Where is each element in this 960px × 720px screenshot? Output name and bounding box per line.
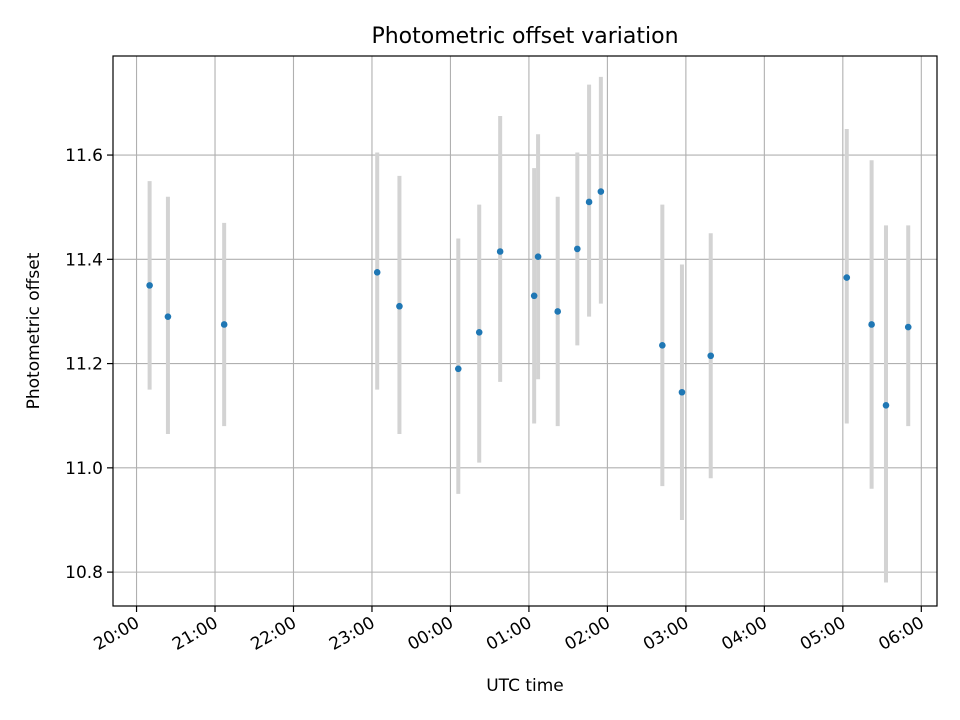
plot-frame <box>112 55 938 607</box>
data-point <box>707 352 715 360</box>
data-point <box>496 248 504 255</box>
x-tick-label: 05:00 <box>797 613 849 655</box>
x-tick-label: 00:00 <box>405 613 457 655</box>
y-tick-label: 10.8 <box>65 563 103 583</box>
grid <box>113 56 937 606</box>
data-point <box>597 188 605 195</box>
data-point <box>843 274 851 281</box>
data-point <box>904 323 912 331</box>
data-point <box>146 282 153 289</box>
y-tick-label: 11.0 <box>65 459 103 479</box>
data-point <box>220 321 228 328</box>
x-tick-label: 04:00 <box>718 613 770 655</box>
data-point <box>868 321 875 328</box>
data-point <box>164 313 172 320</box>
x-tick-label: 01:00 <box>483 613 535 655</box>
data-point <box>882 401 890 409</box>
data-point <box>574 245 581 253</box>
chart-title: Photometric offset variation <box>371 24 678 49</box>
x-tick-label: 23:00 <box>326 613 378 655</box>
y-axis-label: Photometric offset <box>24 252 44 409</box>
data-point <box>554 308 561 315</box>
y-tick-label: 11.4 <box>65 250 103 270</box>
data-point <box>659 342 666 349</box>
x-tick-label: 02:00 <box>561 613 613 655</box>
data-point <box>585 198 593 206</box>
x-tick-label: 20:00 <box>91 613 143 655</box>
x-tick-label: 03:00 <box>640 613 692 655</box>
y-tick-label: 11.6 <box>65 146 103 166</box>
x-tick-label: 21:00 <box>169 613 221 655</box>
x-tick-label: 06:00 <box>875 613 927 655</box>
x-axis-label: UTC time <box>486 676 564 696</box>
data-point <box>530 292 538 300</box>
y-tick-label: 11.2 <box>65 355 103 375</box>
data-point <box>373 269 381 276</box>
data-point <box>534 253 542 261</box>
data-point <box>454 365 462 373</box>
data-point <box>396 302 403 310</box>
data-points <box>146 188 912 409</box>
data-point <box>678 388 686 396</box>
x-tick-label: 22:00 <box>248 613 300 655</box>
axis-ticks: 20:00 21:00 22:00 23:00 00:00 01:00 02:00 03:00… <box>65 146 928 655</box>
data-point <box>475 329 483 336</box>
